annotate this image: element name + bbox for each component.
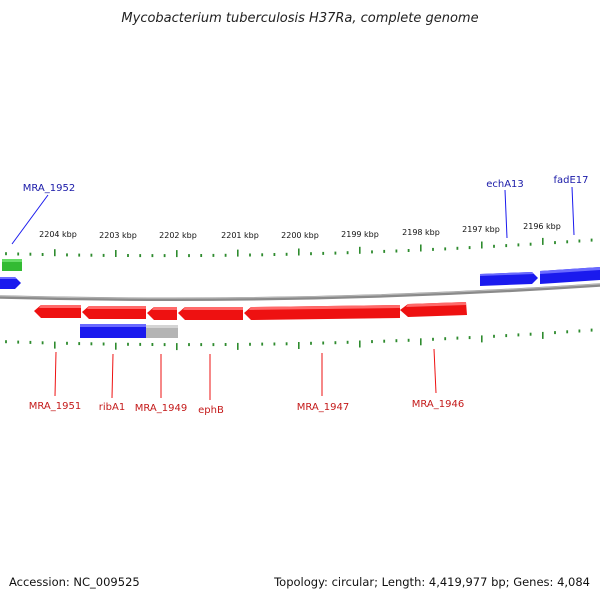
gene-label-MRA_1947[interactable]: MRA_1947	[297, 402, 349, 413]
outer-scale-ticks	[5, 237, 593, 258]
label-leader-lines	[11, 186, 575, 400]
gene-labels: MRA_1952 echA13 fadE17 MRA_1951 ribA1 MR…	[23, 175, 589, 416]
scale-label-2200: 2200 kbp	[281, 231, 319, 240]
genome-summary-text: Topology: circular; Length: 4,419,977 bp…	[273, 575, 590, 589]
forward-strand-genes	[0, 259, 600, 289]
gene-label-MRA_1946[interactable]: MRA_1946	[412, 399, 464, 410]
scale-label-2198: 2198 kbp	[402, 228, 440, 237]
gene-partial-forward-left[interactable]	[0, 277, 21, 289]
gene-label-ephB[interactable]: ephB	[198, 405, 224, 416]
gene-label-echA13[interactable]: echA13	[486, 179, 524, 190]
scale-label-2204: 2204 kbp	[39, 230, 77, 239]
scale-label-2202: 2202 kbp	[159, 231, 197, 240]
inner-scale-ticks	[5, 328, 593, 351]
reverse-strand-genes	[34, 302, 467, 338]
gene-label-MRA_1952[interactable]: MRA_1952	[23, 183, 75, 194]
genome-backbone	[0, 283, 600, 302]
gene-MRA_1949-feature[interactable]	[147, 307, 177, 320]
scale-label-2203: 2203 kbp	[99, 231, 137, 240]
gene-label-fadE17[interactable]: fadE17	[553, 175, 588, 186]
scale-label-2201: 2201 kbp	[221, 231, 259, 240]
gene-fadE17-feature[interactable]	[540, 267, 600, 284]
gene-MRA_1946-feature[interactable]	[400, 302, 467, 317]
gene-MRA_1952-feature[interactable]	[2, 259, 22, 271]
gene-label-MRA_1951[interactable]: MRA_1951	[29, 401, 81, 412]
scale-label-2199: 2199 kbp	[341, 230, 379, 239]
gene-ribA1-domain-feature[interactable]	[80, 324, 146, 338]
gene-MRA_1951-feature[interactable]	[34, 305, 81, 318]
pseudo-gene-feature[interactable]	[146, 325, 178, 338]
gene-ephB-feature[interactable]	[178, 307, 243, 320]
gene-label-MRA_1949[interactable]: MRA_1949	[135, 403, 187, 414]
scale-labels: 2204 kbp 2203 kbp 2202 kbp 2201 kbp 2200…	[39, 222, 561, 240]
gene-label-ribA1[interactable]: ribA1	[99, 402, 125, 413]
accession-text: Accession: NC_009525	[9, 575, 140, 589]
map-title: Mycobacterium tuberculosis H37Ra, comple…	[121, 11, 478, 26]
gene-echA13-feature[interactable]	[480, 272, 538, 286]
gene-ribA1-feature[interactable]	[82, 306, 146, 319]
scale-label-2196: 2196 kbp	[523, 222, 561, 231]
scale-label-2197: 2197 kbp	[462, 225, 500, 234]
gene-MRA_1947-feature[interactable]	[244, 305, 400, 320]
